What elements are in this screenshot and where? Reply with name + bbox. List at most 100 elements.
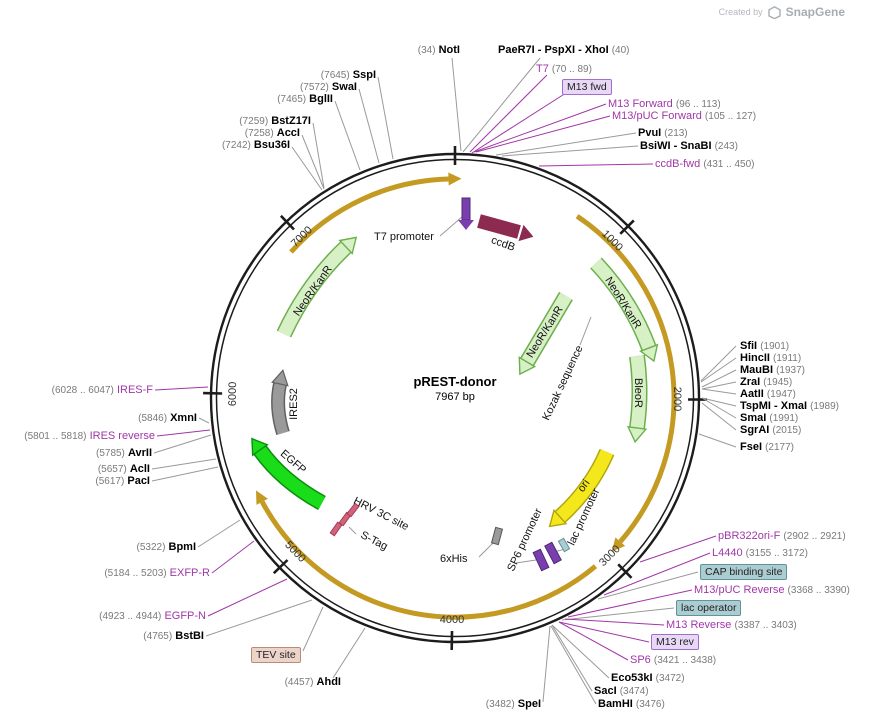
- tick-6000: 6000: [227, 382, 239, 407]
- primer-label-exfp-r[interactable]: (5184 .. 5203) EXFP-R: [104, 567, 210, 580]
- site-pos: (7572): [299, 82, 329, 93]
- feature-ccdb-arrow[interactable]: [477, 214, 534, 242]
- feature-neor-kanr-mid-arrow[interactable]: [518, 291, 573, 376]
- site-label-xho-group[interactable]: PaeR7I - PspXI - XhoI (40): [498, 44, 630, 57]
- site-name: SmaI: [740, 412, 767, 424]
- sp6-promoter-marker[interactable]: [532, 548, 550, 572]
- site-label-zrai[interactable]: ZraI (1945): [740, 376, 792, 389]
- primer-range: (3387 .. 3403): [734, 620, 797, 631]
- site-label-ahdi[interactable]: (4457) AhdI: [285, 676, 341, 689]
- site-pos: (7645): [320, 70, 350, 81]
- feature-label-tev-site[interactable]: TEV site: [251, 647, 301, 663]
- primer-name: ccdB-fwd: [655, 158, 701, 170]
- site-name: PvuI: [638, 127, 662, 139]
- feature-egfp-arrow[interactable]: [251, 437, 326, 511]
- feature-label-cap-binding-site[interactable]: CAP binding site: [700, 564, 788, 580]
- primer-label-ires-f[interactable]: (6028 .. 6047) IRES-F: [52, 384, 153, 397]
- site-label-hincii[interactable]: HincII (1911): [740, 352, 801, 365]
- orf-arc-upper-left[interactable]: [289, 172, 462, 254]
- primer-label-m13-puc-forward[interactable]: M13/pUC Forward (105 .. 127): [612, 110, 756, 123]
- lac-promoter-marker[interactable]: [544, 541, 562, 565]
- site-pos: (3482): [485, 699, 515, 710]
- site-label-sgrai[interactable]: SgrAI (2015): [740, 424, 801, 437]
- feature-label-t7-promoter[interactable]: T7 promoter: [374, 231, 434, 243]
- site-pos: (5785): [95, 448, 125, 459]
- feature-ires2-arrow[interactable]: [271, 369, 290, 436]
- position-ticks: [203, 146, 708, 651]
- watermark-brand: SnapGene: [785, 5, 845, 19]
- orf-arc-right[interactable]: [575, 214, 677, 552]
- site-label-bstz17i[interactable]: (7259) BstZ17I: [239, 115, 311, 128]
- site-label-acli[interactable]: (5657) AclI: [98, 463, 150, 476]
- site-label-bglii[interactable]: (7465) BglII: [277, 93, 333, 106]
- site-label-fsei[interactable]: FseI (2177): [740, 441, 794, 454]
- site-label-aatii[interactable]: AatII (1947): [740, 388, 796, 401]
- site-label-paci[interactable]: (5617) PacI: [95, 475, 150, 488]
- site-label-bpmi[interactable]: (5322) BpmI: [137, 541, 196, 554]
- hrv3c-marker[interactable]: [329, 521, 343, 537]
- primer-name: EGFP-N: [164, 610, 206, 622]
- site-label-sfii[interactable]: SfiI (1901): [740, 340, 789, 353]
- site-label-spei[interactable]: (3482) SpeI: [486, 698, 541, 711]
- primer-range: (5801 .. 5818): [24, 431, 87, 442]
- site-name: BsiWI - SnaBI: [640, 140, 712, 152]
- 6xhis-marker[interactable]: [490, 526, 504, 546]
- site-pos: (4457): [284, 677, 314, 688]
- site-label-pvui[interactable]: PvuI (213): [638, 127, 688, 140]
- site-label-noti[interactable]: (34) NotI: [418, 44, 460, 57]
- s-tag-marker[interactable]: [338, 502, 360, 527]
- site-label-tspmi-group[interactable]: TspMI - XmaI (1989): [740, 400, 839, 413]
- site-label-smai[interactable]: SmaI (1991): [740, 412, 798, 425]
- feature-bleor-arrow[interactable]: [626, 354, 648, 444]
- site-name: TspMI - XmaI: [740, 400, 808, 412]
- feature-label-lac-operator[interactable]: lac operator: [676, 600, 742, 616]
- site-name: BamHI: [598, 698, 633, 710]
- t7-promoter-marker[interactable]: [458, 197, 474, 230]
- site-pos: (1937): [776, 365, 805, 376]
- primer-range: (105 .. 127): [704, 111, 757, 122]
- feature-neor-kanr-right-arrow[interactable]: [590, 257, 659, 363]
- feature-ori-arrow[interactable]: [548, 448, 615, 528]
- site-pos: (1989): [810, 401, 839, 412]
- primer-label-m13-fwd[interactable]: M13 fwd: [562, 79, 612, 95]
- site-pos: (5322): [136, 542, 166, 553]
- site-label-bsu36i[interactable]: (7242) Bsu36I: [222, 139, 290, 152]
- primer-label-ires-reverse[interactable]: (5801 .. 5818) IRES reverse: [24, 430, 155, 443]
- site-label-swai[interactable]: (7572) SwaI: [300, 81, 357, 94]
- feature-label-6xhis[interactable]: 6xHis: [440, 553, 468, 565]
- primer-label-m13-puc-reverse[interactable]: M13/pUC Reverse (3368 .. 3390): [694, 584, 850, 597]
- primer-label-egfp-n[interactable]: (4923 .. 4944) EGFP-N: [99, 610, 206, 623]
- site-label-bamhi[interactable]: BamHI (3476): [598, 698, 665, 711]
- site-label-eco53ki[interactable]: Eco53kI (3472): [611, 672, 685, 685]
- feature-label-bleor[interactable]: BleoR: [632, 378, 644, 408]
- site-name: BglII: [309, 93, 333, 105]
- primer-label-m13-reverse[interactable]: M13 Reverse (3387 .. 3403): [666, 619, 797, 632]
- lac-operator-marker[interactable]: [557, 537, 571, 553]
- primer-label-t7[interactable]: T7 (70 .. 89): [536, 63, 592, 76]
- site-label-sspi[interactable]: (7645) SspI: [321, 69, 376, 82]
- leader-lines-gray: [151, 57, 737, 705]
- primer-label-m13-rev[interactable]: M13 rev: [651, 634, 699, 650]
- site-pos: (7242): [221, 140, 251, 151]
- feature-neor-kanr-left-arrow[interactable]: [276, 236, 358, 338]
- feature-label-ires2[interactable]: IRES2: [288, 388, 300, 420]
- primer-label-ccdb-fwd[interactable]: ccdB-fwd (431 .. 450): [655, 158, 754, 171]
- primer-label-l4440[interactable]: L4440 (3155 .. 3172): [712, 547, 808, 560]
- primer-label-sp6[interactable]: SP6 (3421 .. 3438): [630, 654, 716, 667]
- site-label-bsiwi-group[interactable]: BsiWI - SnaBI (243): [640, 140, 738, 153]
- primer-name: L4440: [712, 547, 743, 559]
- site-label-avrii[interactable]: (5785) AvrII: [96, 447, 152, 460]
- site-label-saci[interactable]: SacI (3474): [594, 685, 649, 698]
- primer-label-m13-forward[interactable]: M13 Forward (96 .. 113): [608, 98, 721, 111]
- primer-name: T7: [536, 63, 549, 75]
- site-label-xmni[interactable]: (5846) XmnI: [138, 412, 197, 425]
- site-label-acci[interactable]: (7258) AccI: [245, 127, 300, 140]
- site-label-bstbi[interactable]: (4765) BstBI: [143, 630, 204, 643]
- orf-arc-bottom[interactable]: [256, 490, 598, 620]
- site-name: PacI: [127, 475, 150, 487]
- site-label-maubi[interactable]: MauBI (1937): [740, 364, 805, 377]
- primer-label-pbr322ori-f[interactable]: pBR322ori-F (2902 .. 2921): [718, 530, 846, 543]
- primer-range: (6028 .. 6047): [51, 385, 114, 396]
- site-pos: (3472): [655, 673, 685, 684]
- site-pos: (7259): [239, 116, 269, 127]
